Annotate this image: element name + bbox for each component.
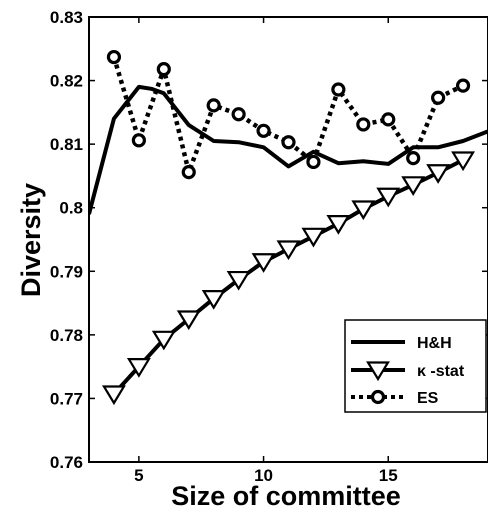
- x-axis-ticks: 5 10 15: [134, 17, 398, 485]
- legend-marker: [370, 389, 386, 405]
- data-point: [101, 385, 126, 406]
- x-tick-label: 10: [254, 466, 273, 485]
- data-point: [301, 227, 326, 248]
- data-point: [281, 135, 296, 150]
- y-tick-label: 0.76: [50, 453, 83, 472]
- legend-label: H&H: [417, 335, 452, 352]
- series: [106, 49, 471, 180]
- plot-area-frame: [88, 16, 488, 463]
- data-point: [426, 164, 451, 184]
- data-point: [455, 78, 471, 93]
- data-point: [106, 49, 122, 65]
- data-point: [276, 240, 301, 261]
- x-tick-label: 15: [379, 466, 398, 485]
- legend-box: [344, 319, 487, 413]
- data-point: [431, 90, 446, 105]
- y-tick-label: 0.8: [59, 199, 83, 218]
- y-tick-label: 0.78: [50, 326, 83, 345]
- y-axis-ticks: 0.76 0.77 0.78 0.79 0.8 0.81 0.82 0.83: [50, 8, 488, 472]
- data-point: [401, 176, 426, 196]
- data-point: [451, 151, 476, 172]
- legend-marker: [366, 361, 390, 382]
- data-point: [231, 107, 246, 122]
- y-tick-label: 0.79: [50, 262, 83, 281]
- data-point: [126, 358, 151, 378]
- data-point: [156, 62, 171, 77]
- data-point: [226, 270, 251, 291]
- legend-item: H&H: [351, 335, 452, 352]
- legend: H&H κ -stat ES: [344, 319, 487, 413]
- y-tick-label: 0.81: [50, 135, 83, 154]
- data-point: [251, 253, 276, 273]
- x-tick-label: 5: [134, 466, 143, 485]
- y-tick-label: 0.82: [50, 72, 83, 91]
- legend-item: ES: [351, 389, 439, 407]
- series-layer: [89, 49, 488, 406]
- data-point: [381, 112, 396, 127]
- data-point: [331, 82, 346, 97]
- data-point: [406, 151, 421, 166]
- legend-label: ES: [417, 390, 439, 407]
- data-point: [256, 123, 271, 138]
- y-tick-label: 0.83: [50, 8, 83, 27]
- data-point: [306, 154, 321, 170]
- y-axis-title: Diversity: [16, 183, 46, 297]
- series: [101, 151, 476, 406]
- data-point: [151, 330, 176, 351]
- data-point: [176, 310, 201, 331]
- data-point: [326, 215, 351, 235]
- y-tick-label: 0.77: [50, 389, 83, 408]
- data-point: [181, 165, 196, 180]
- legend-label: κ -stat: [417, 363, 465, 380]
- data-point: [356, 117, 371, 132]
- data-point: [351, 200, 376, 221]
- data-point: [206, 98, 221, 113]
- data-point: [131, 133, 146, 148]
- x-axis-title: Size of committee: [171, 481, 401, 511]
- data-point: [201, 290, 226, 310]
- legend-item: κ -stat: [351, 361, 465, 382]
- data-point: [376, 187, 401, 208]
